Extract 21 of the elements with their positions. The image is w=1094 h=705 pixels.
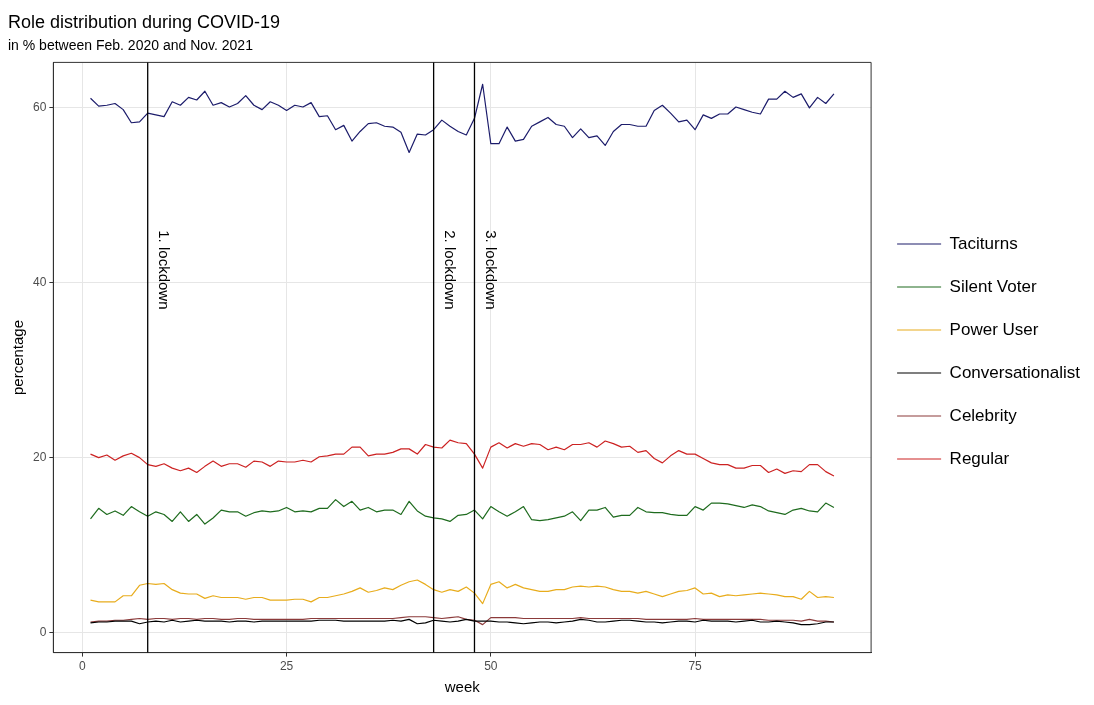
ref-line-label: 3. lockdown [482, 230, 500, 310]
y-tick-label: 60 [32, 100, 47, 115]
legend-label: Regular [949, 448, 1010, 468]
chart-subtitle: in % between Feb. 2020 and Nov. 2021 [8, 36, 254, 53]
y-tick-label: 20 [32, 449, 47, 464]
legend-label: Power User [949, 319, 1039, 339]
legend-label: Celebrity [949, 405, 1018, 425]
ref-line-label: 2. lockdown [441, 230, 459, 310]
x-tick-label: 50 [484, 659, 498, 674]
chart-title: Role distribution during COVID-19 [8, 11, 281, 32]
x-tick-label: 0 [79, 659, 87, 674]
legend-label: Silent Voter [949, 276, 1037, 296]
ref-line-label: 1. lockdown [156, 230, 174, 310]
y-axis-title: percentage [9, 319, 27, 396]
legend-label: Taciturns [949, 233, 1018, 253]
x-axis-title: week [443, 678, 481, 696]
y-tick-label: 40 [32, 275, 47, 290]
legend-label: Conversationalist [949, 362, 1081, 382]
x-tick-label: 25 [279, 659, 294, 674]
x-tick-label: 75 [688, 659, 703, 674]
y-tick-label: 0 [39, 624, 47, 639]
